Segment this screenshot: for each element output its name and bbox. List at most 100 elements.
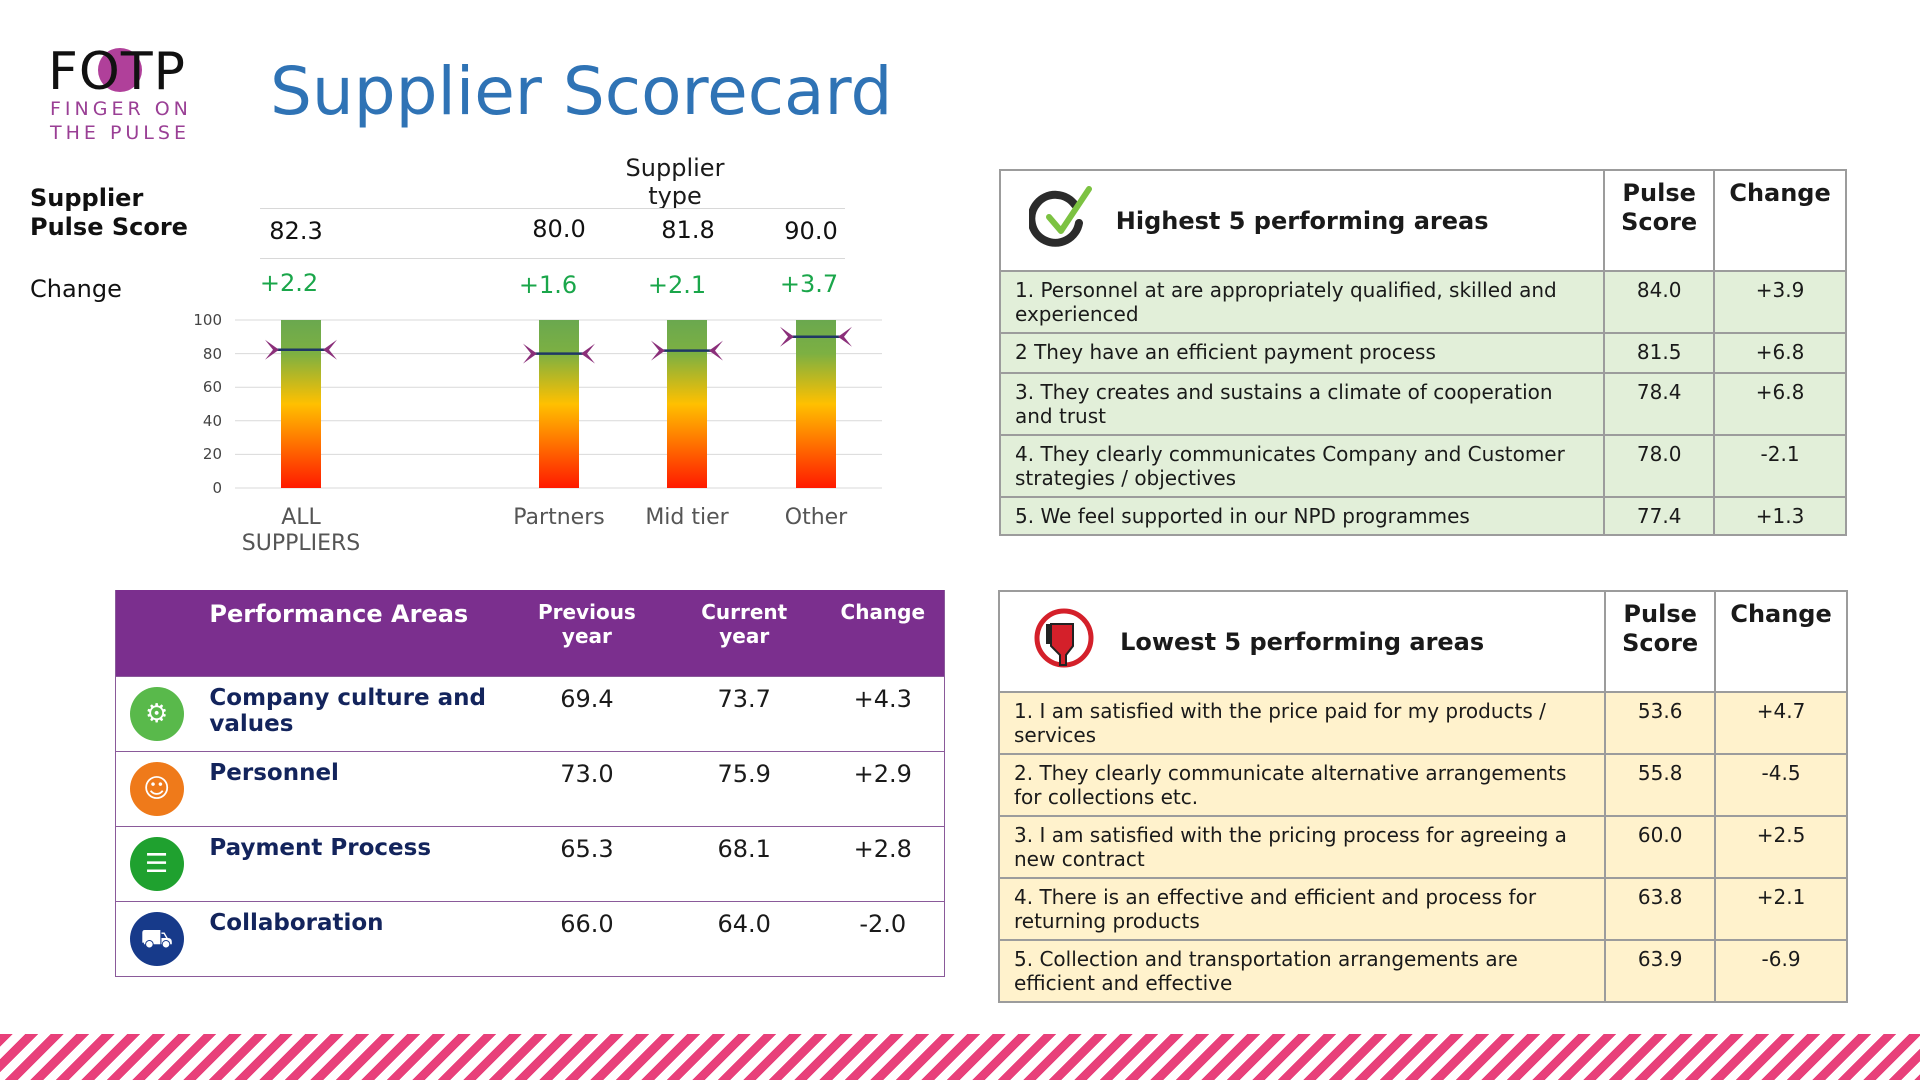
highest-row: 5. We feel supported in our NPD programm… bbox=[998, 496, 1847, 536]
bar-mid-tier bbox=[667, 320, 707, 488]
performance-area-name: Company culture and values bbox=[197, 676, 508, 752]
previous-year-value: 69.4 bbox=[507, 676, 667, 752]
performance-header-row: Performance Areas Previous year Current … bbox=[115, 590, 945, 677]
highest-row-change: +3.9 bbox=[1713, 270, 1847, 334]
change-mid-tier: +2.1 bbox=[647, 271, 707, 299]
score-all-suppliers: 82.3 bbox=[269, 217, 323, 245]
highest-row-score: 81.5 bbox=[1603, 332, 1716, 374]
x-category-label-line: Other bbox=[784, 505, 848, 530]
lowest-row-score: 63.9 bbox=[1604, 939, 1717, 1003]
header-icon-col bbox=[115, 590, 198, 677]
change-value: -2.0 bbox=[821, 901, 945, 977]
y-tick-label: 100 bbox=[193, 311, 222, 329]
x-category-label: Mid tier bbox=[617, 505, 757, 531]
highest-row: 3. They creates and sustains a climate o… bbox=[998, 372, 1847, 436]
lowest-col-score-line1: Pulse bbox=[1623, 600, 1697, 628]
highest-row-change: +1.3 bbox=[1713, 496, 1847, 536]
highest-row-text: 1. Personnel at are appropriately qualif… bbox=[998, 270, 1606, 334]
lowest-row-text: 4. There is an effective and efficient a… bbox=[997, 877, 1607, 941]
bar-other bbox=[796, 320, 836, 488]
lowest-row-text: 3. I am satisfied with the pricing proce… bbox=[997, 815, 1607, 879]
lowest-row-score: 55.8 bbox=[1604, 753, 1717, 817]
lowest-row-change: -4.5 bbox=[1714, 753, 1848, 817]
change-row-label: Change bbox=[30, 275, 122, 303]
fotp-logo: FOTP FINGER ON THE PULSE bbox=[48, 44, 208, 144]
highest-title: Highest 5 performing areas bbox=[1115, 206, 1489, 235]
highest-header-row: Highest 5 performing areas Pulse Score C… bbox=[998, 169, 1847, 272]
thumbs-down-icon bbox=[1034, 608, 1094, 668]
highest-row-text: 2 They have an efficient payment process bbox=[998, 332, 1606, 374]
lowest-row-text: 2. They clearly communicate alternative … bbox=[997, 753, 1607, 817]
lowest-row: 1. I am satisfied with the price paid fo… bbox=[997, 691, 1848, 755]
header-current-year: Current year bbox=[666, 590, 822, 677]
performance-areas-table: Performance Areas Previous year Current … bbox=[115, 590, 945, 977]
score-row-label: Supplier Pulse Score bbox=[30, 184, 188, 242]
header-curr-line2: year bbox=[719, 624, 770, 648]
header-performance-areas: Performance Areas bbox=[197, 590, 508, 677]
y-tick-label: 0 bbox=[212, 479, 222, 497]
x-category-label: ALL SUPPLIERS bbox=[231, 505, 371, 557]
highest-row-text: 4. They clearly communicates Company and… bbox=[998, 434, 1606, 498]
supplier-score-chart bbox=[235, 319, 882, 489]
lowest-row-score: 63.8 bbox=[1604, 877, 1717, 941]
performance-icon-cell: ⛟ bbox=[115, 901, 198, 977]
performance-row: ⚙ Company culture and values 69.4 73.7 +… bbox=[115, 676, 945, 752]
current-year-value: 73.7 bbox=[666, 676, 822, 752]
lowest-row-score: 53.6 bbox=[1604, 691, 1717, 755]
y-tick-label: 20 bbox=[202, 445, 222, 464]
pulse-logo-mark bbox=[98, 48, 142, 92]
performance-icon-cell: ☺ bbox=[115, 751, 198, 827]
current-year-value: 68.1 bbox=[666, 826, 822, 902]
checkmark-icon bbox=[1029, 186, 1092, 247]
performance-row: ☺ Personnel 73.0 75.9 +2.9 bbox=[115, 751, 945, 827]
lowest-row-change: +2.1 bbox=[1714, 877, 1848, 941]
header-prev-line2: year bbox=[561, 624, 612, 648]
lowest-row: 3. I am satisfied with the pricing proce… bbox=[997, 815, 1848, 879]
highest-title-cell: Highest 5 performing areas bbox=[998, 169, 1606, 272]
x-category-label: Other bbox=[746, 505, 886, 531]
lowest-row: 5. Collection and transportation arrange… bbox=[997, 939, 1848, 1003]
change-other: +3.7 bbox=[779, 270, 839, 298]
lowest-row-change: +4.7 bbox=[1714, 691, 1848, 755]
lowest-row-text: 1. I am satisfied with the price paid fo… bbox=[997, 691, 1607, 755]
x-category-label-line: Partners bbox=[513, 505, 605, 530]
highest-row-text: 5. We feel supported in our NPD programm… bbox=[998, 496, 1606, 536]
lowest-header-row: Lowest 5 performing areas Pulse Score Ch… bbox=[997, 590, 1848, 693]
score-divider bbox=[260, 258, 845, 259]
bar-all-suppliers bbox=[281, 320, 321, 488]
change-partners: +1.6 bbox=[518, 271, 578, 299]
document-icon: ☰ bbox=[129, 836, 184, 891]
x-category-label: Partners bbox=[489, 505, 629, 531]
culture-icon: ⚙ bbox=[129, 686, 184, 741]
lowest-row: 4. There is an effective and efficient a… bbox=[997, 877, 1848, 941]
previous-year-value: 73.0 bbox=[507, 751, 667, 827]
logo-line-1: FINGER ON bbox=[50, 98, 192, 120]
highest-col-score-line2: Score bbox=[1621, 208, 1698, 236]
change-all-suppliers: +2.2 bbox=[259, 269, 319, 297]
highest-row: 2 They have an efficient payment process… bbox=[998, 332, 1847, 374]
y-tick-label: 60 bbox=[202, 378, 222, 397]
highest-row-score: 78.4 bbox=[1603, 372, 1716, 436]
performance-row: ⛟ Collaboration 66.0 64.0 -2.0 bbox=[115, 901, 945, 977]
performance-area-name: Payment Process bbox=[197, 826, 508, 902]
logo-line-2: THE PULSE bbox=[50, 122, 190, 144]
highest-row-text: 3. They creates and sustains a climate o… bbox=[998, 372, 1606, 436]
score-other: 90.0 bbox=[784, 217, 838, 245]
score-row-label-line1: Supplier bbox=[30, 184, 144, 212]
highest-row-change: -2.1 bbox=[1713, 434, 1847, 498]
header-prev-line1: Previous bbox=[537, 600, 636, 624]
x-category-label-line: ALL bbox=[281, 505, 321, 530]
score-marker bbox=[523, 343, 595, 364]
chart-title: Supplier type bbox=[625, 154, 725, 210]
lowest-performing-table: Lowest 5 performing areas Pulse Score Ch… bbox=[997, 590, 1848, 1003]
x-category-label-line: Mid tier bbox=[645, 505, 729, 530]
people-icon: ☺ bbox=[129, 761, 184, 816]
score-marker bbox=[651, 340, 723, 361]
highest-row-score: 78.0 bbox=[1603, 434, 1716, 498]
change-value: +2.9 bbox=[821, 751, 945, 827]
highest-col-score-line1: Pulse bbox=[1622, 179, 1696, 207]
header-curr-line1: Current bbox=[701, 600, 788, 624]
change-value: +2.8 bbox=[821, 826, 945, 902]
highest-row: 4. They clearly communicates Company and… bbox=[998, 434, 1847, 498]
lowest-row-score: 60.0 bbox=[1604, 815, 1717, 879]
